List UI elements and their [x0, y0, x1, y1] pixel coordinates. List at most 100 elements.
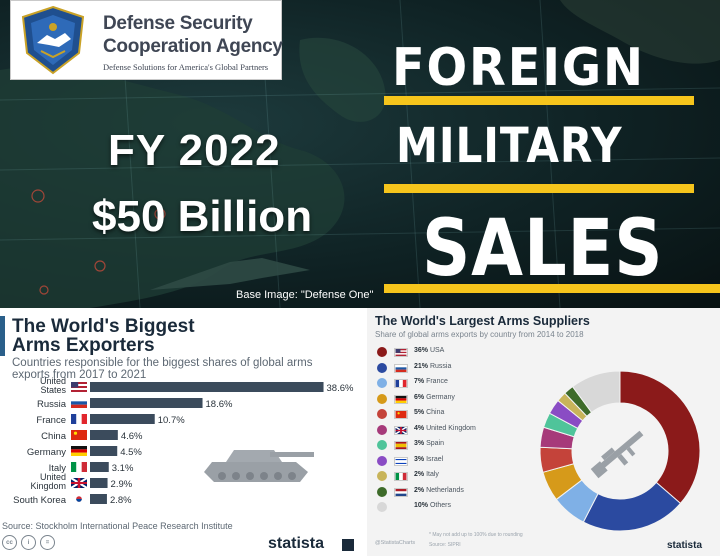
legend-country-name: Russia	[428, 362, 452, 370]
radar-markers	[31, 189, 166, 295]
legend-swatch	[377, 502, 387, 512]
fms-banner: Defense Security Cooperation Agency Defe…	[0, 0, 720, 308]
bar-category-label: France	[36, 415, 66, 426]
bar	[90, 446, 118, 456]
legend-percent: 2%	[414, 486, 425, 494]
legend-label: 3% Israel	[414, 456, 443, 463]
arms-exporters-chart-panel: The World's Biggest Arms Exporters Count…	[0, 308, 364, 556]
bar	[90, 398, 203, 408]
accent-bar	[384, 284, 720, 293]
legend-percent: 2%	[414, 471, 425, 478]
legend-swatch	[377, 362, 387, 373]
map-background	[0, 0, 720, 308]
legend-percent: 6%	[414, 393, 425, 401]
legend-percent: 36%	[414, 347, 429, 354]
country-flag-icon	[394, 425, 408, 435]
title-accent-bar	[0, 316, 5, 356]
chart-title: The World's Largest Arms Suppliers	[375, 314, 590, 328]
legend-item: 2% Netherlands	[377, 486, 537, 498]
legend-label: 5% China	[414, 409, 444, 416]
bar-value-label: 10.7%	[158, 415, 185, 426]
legend-country-name: Spain	[424, 440, 444, 447]
accent-bar	[384, 96, 694, 105]
legend-item: 3% Israel	[377, 455, 537, 467]
bar	[90, 382, 324, 392]
bar-value-label: 4.5%	[120, 447, 142, 458]
sales-amount: $50 Billion	[92, 192, 313, 241]
legend-item: 2% Italy	[377, 470, 537, 482]
bar-category-label: South Korea	[13, 495, 67, 506]
country-flag-icon	[71, 446, 87, 456]
legend-item: 10% Others	[377, 501, 537, 513]
accent-bar	[384, 184, 694, 193]
country-flag-icon	[394, 348, 408, 357]
donut-slice	[619, 370, 701, 505]
headline-foreign: FOREIGN	[392, 38, 645, 98]
legend-label: 2% Italy	[414, 471, 439, 478]
statista-mark-icon	[342, 539, 354, 551]
bar-row: China 4.6%	[41, 430, 143, 442]
country-flag-icon	[394, 456, 408, 466]
country-flag-icon	[394, 363, 408, 373]
chart-subtitle: Share of global arms exports by country …	[375, 330, 584, 339]
bar-value-label: 2.9%	[111, 479, 133, 490]
legend-percent: 7%	[414, 378, 425, 385]
bar-row: South Korea 2.8%	[13, 494, 132, 506]
legend-swatch	[377, 440, 387, 450]
bar	[90, 430, 118, 440]
map-grid	[0, 0, 720, 308]
legend-swatch	[377, 378, 387, 388]
legend-item: 7% France	[377, 377, 537, 389]
bar-category-label: Italy	[49, 463, 67, 474]
legend-label: 21% Russia	[414, 363, 451, 370]
legend-item: 36% USA	[377, 346, 537, 358]
creative-commons-icon: cc	[2, 535, 17, 550]
legend-percent: 3%	[414, 440, 425, 447]
statista-handle: @StatistaCharts	[375, 540, 416, 546]
country-flag-icon	[394, 410, 408, 419]
bar-category-label: Russia	[37, 399, 67, 410]
country-flag-icon	[394, 379, 408, 388]
legend-swatch	[377, 486, 387, 497]
bar-value-label: 3.1%	[112, 463, 134, 474]
legend-label: 4% United Kingdom	[414, 425, 476, 432]
bar-value-label: 38.6%	[327, 383, 354, 394]
donut-slice	[571, 370, 621, 414]
arms-suppliers-donut-chart	[539, 370, 701, 532]
image-credit: Base Image: "Defense One"	[236, 289, 374, 301]
country-flag-icon	[394, 487, 408, 497]
bar	[90, 494, 107, 504]
bar-value-label: 2.8%	[110, 495, 132, 506]
country-flag-icon	[394, 441, 408, 450]
bar-category-label: Germany	[27, 447, 66, 458]
statista-logo: statista	[667, 540, 703, 551]
bar-category-label: China	[41, 431, 67, 442]
agency-tagline: Defense Solutions for America's Global P…	[103, 62, 269, 72]
dsca-logo: Defense Security Cooperation Agency Defe…	[10, 0, 283, 80]
legend-swatch	[377, 455, 387, 466]
country-flag-icon	[394, 394, 408, 404]
country-flag-icon	[71, 382, 87, 392]
arms-suppliers-chart-panel: The World's Largest Arms Suppliers Share…	[364, 308, 720, 556]
bar-row: Germany 4.5%	[27, 446, 142, 458]
legend-percent: 4%	[414, 424, 425, 432]
bar-category-label: United	[40, 376, 66, 386]
statista-logo: statista	[268, 535, 325, 552]
no-derivatives-icon: =	[40, 535, 55, 550]
chart-subtitle-line-1: Countries responsible for the biggest sh…	[12, 357, 313, 369]
agency-name-line-2: Cooperation Agency	[103, 36, 283, 57]
chart-title-line-2: Arms Exporters	[12, 335, 155, 356]
legend-country-name: Others	[428, 502, 451, 509]
country-flag-icon	[71, 462, 87, 472]
license-icons: cc i =	[2, 535, 55, 553]
landmass-shape	[299, 37, 386, 122]
chart-title-line-1: The World's Biggest	[12, 316, 195, 337]
legend-country-name: United Kingdom	[424, 424, 476, 432]
country-flag-icon	[70, 477, 88, 489]
bar	[90, 414, 155, 424]
bar	[90, 462, 109, 472]
legend-country-name: Israel	[424, 455, 444, 463]
legend-percent: 5%	[414, 409, 425, 416]
legend-label: 36% USA	[414, 347, 444, 354]
